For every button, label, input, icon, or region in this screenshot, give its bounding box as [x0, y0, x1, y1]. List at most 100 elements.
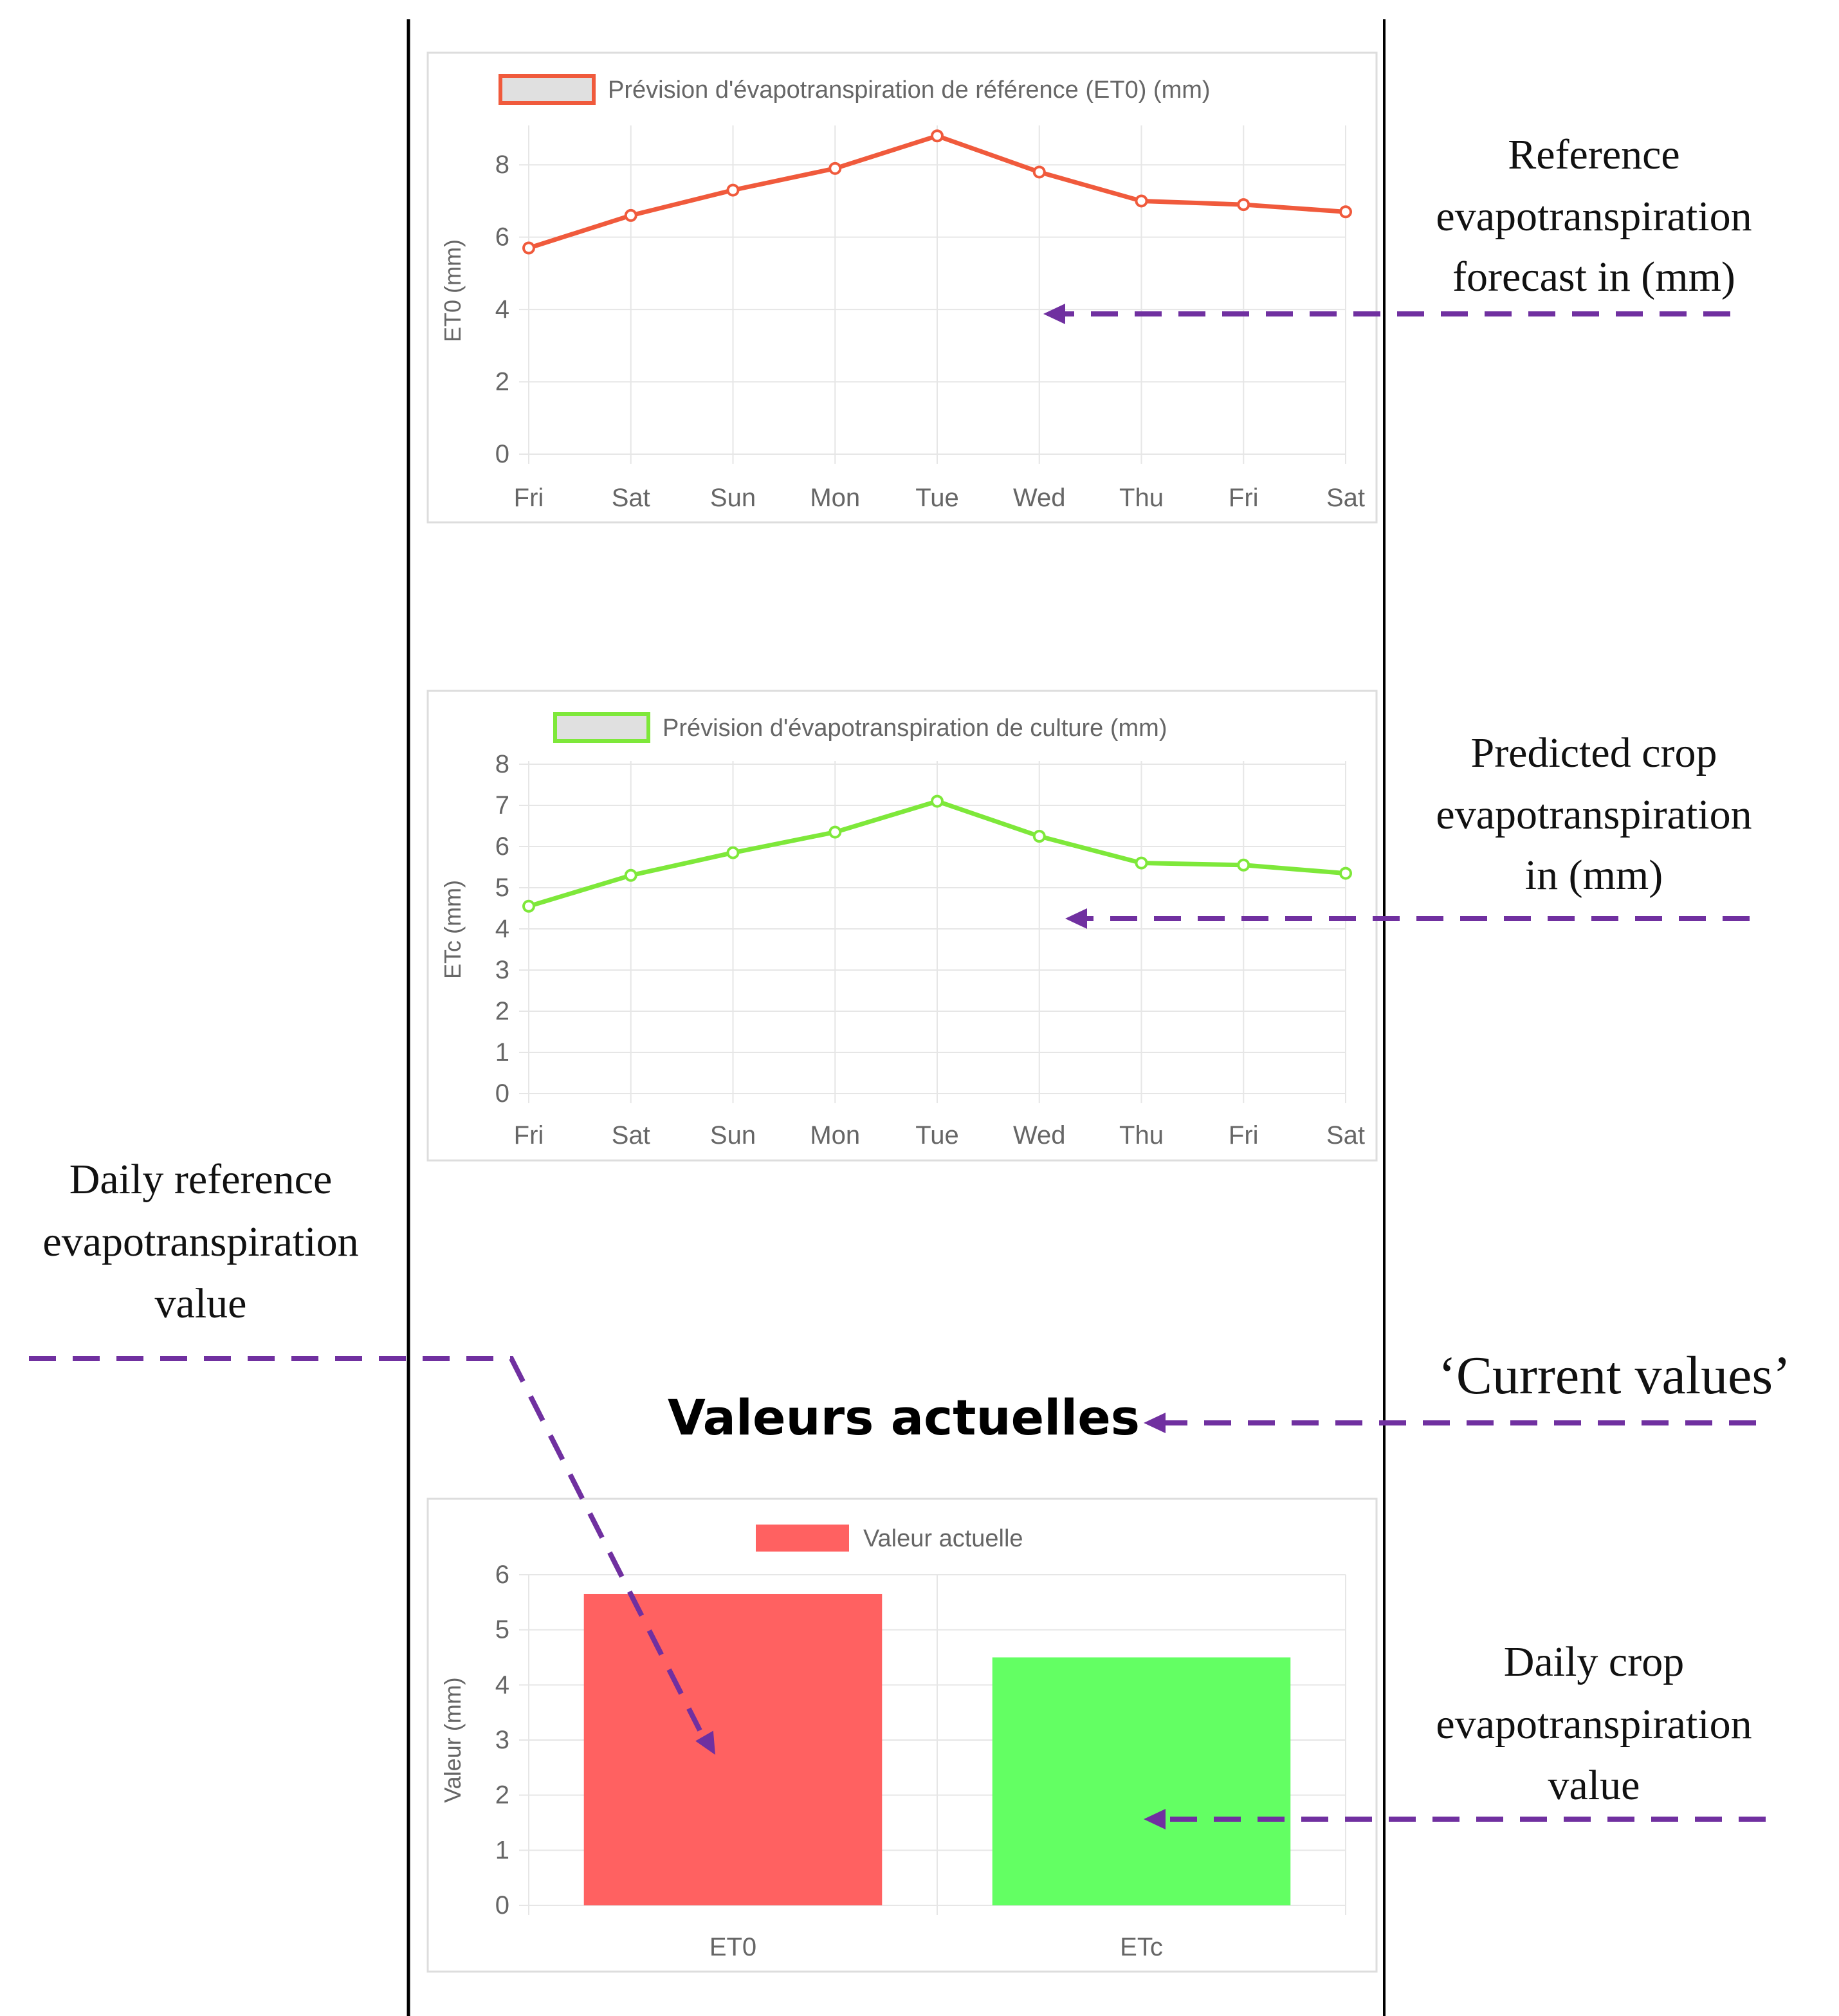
data-series	[522, 794, 1352, 913]
y-tick-label: 6	[495, 1561, 509, 1589]
y-tick-label: 0	[495, 440, 509, 468]
annotation-line: evapotranspiration	[1436, 1701, 1752, 1748]
arrow-head	[1144, 1413, 1166, 1433]
x-tick-label: Thu	[1119, 1121, 1164, 1150]
data-point	[1237, 198, 1250, 212]
arrow-head	[1043, 304, 1065, 324]
arrow-line	[29, 1356, 702, 1732]
y-axis-label: ETc (mm)	[439, 880, 466, 979]
x-tick-label: Sat	[612, 484, 650, 512]
legend[interactable]: Valeur actuelle	[756, 1525, 1023, 1552]
x-tick-label: Sat	[1326, 484, 1365, 512]
y-tick-label: 5	[495, 1616, 509, 1644]
x-tick-label: Mon	[810, 1121, 860, 1150]
data-point	[931, 129, 944, 143]
x-tick-labels: Fri Sat Sun Mon Tue Wed Thu Fri Sat	[514, 1121, 1365, 1150]
legend-label: Prévision d'évapotranspiration de cultur…	[663, 715, 1167, 742]
legend[interactable]: Prévision d'évapotranspiration de référe…	[499, 74, 1211, 105]
annotation-line: value	[155, 1280, 247, 1327]
annotation-daily-ref: Daily reference evapotranspiration value	[42, 1156, 358, 1327]
x-tick-label: Tue	[915, 484, 958, 512]
legend[interactable]: Prévision d'évapotranspiration de cultur…	[553, 712, 1167, 743]
annotation-line: value	[1548, 1762, 1640, 1809]
data-point	[726, 183, 740, 197]
data-point	[828, 161, 842, 175]
annotation-ref-forecast: Reference evapotranspiration forecast in…	[1436, 131, 1752, 300]
grid	[519, 761, 1346, 1103]
grid	[519, 125, 1346, 464]
x-tick-label: Wed	[1013, 484, 1066, 512]
annotation-current-values: ‘Current values’	[1438, 1346, 1791, 1406]
annotation-line: in (mm)	[1525, 852, 1663, 899]
annotation-line: Daily crop	[1504, 1638, 1684, 1685]
data-point	[1135, 194, 1148, 208]
annotation-crop-forecast: Predicted crop evapotranspiration in (mm…	[1436, 729, 1752, 899]
section-title: Valeurs actuelles	[668, 1389, 1140, 1446]
data-point	[1135, 856, 1148, 870]
y-tick-label: 2	[495, 1781, 509, 1810]
annotation-line: evapotranspiration	[1436, 791, 1752, 838]
annotation-line: evapotranspiration	[1436, 193, 1752, 240]
y-tick-label: 1	[495, 1836, 509, 1864]
y-tick-label: 1	[495, 1038, 509, 1067]
y-tick-label: 8	[495, 151, 509, 179]
arrow-head	[695, 1730, 715, 1755]
legend-label: Prévision d'évapotranspiration de référe…	[608, 77, 1211, 104]
y-tick-label: 7	[495, 791, 509, 820]
y-tick-label: 5	[495, 874, 509, 902]
et0-forecast-chart: Prévision d'évapotranspiration de référe…	[426, 51, 1378, 524]
y-axis-label: Valeur (mm)	[439, 1677, 466, 1802]
data-point	[522, 241, 535, 255]
annotation-line: Reference	[1508, 131, 1679, 178]
annotation-line: Daily reference	[69, 1156, 333, 1203]
y-tick-label: 0	[495, 1891, 509, 1920]
bar-etc	[992, 1657, 1291, 1905]
data-point	[1339, 205, 1352, 219]
chart-card	[426, 690, 1378, 1162]
x-tick-label: Fri	[1229, 484, 1259, 512]
y-tick-label: 8	[495, 750, 509, 778]
x-tick-label: Thu	[1119, 484, 1164, 512]
data-point	[1237, 858, 1250, 872]
x-tick-label: Tue	[915, 1121, 958, 1150]
annotation-daily-crop: Daily crop evapotranspiration value	[1436, 1638, 1752, 1809]
x-tick-label: Wed	[1013, 1121, 1066, 1150]
x-tick-label: ETc	[1120, 1933, 1163, 1961]
data-point	[1339, 866, 1352, 880]
data-point	[931, 794, 944, 808]
y-tick-labels: 0 1 2 3 4 5 6 7 8	[495, 750, 509, 1108]
annotation-arrows	[29, 304, 1766, 1829]
y-tick-labels: 0 1 2 3 4 5 6	[495, 1561, 509, 1920]
data-point	[1032, 165, 1046, 179]
x-tick-labels: ET0 ETc	[709, 1933, 1163, 1961]
x-tick-label: Fri	[1229, 1121, 1259, 1150]
x-tick-label: Mon	[810, 484, 860, 512]
data-point	[624, 208, 637, 222]
legend-label: Valeur actuelle	[863, 1525, 1023, 1552]
x-tick-label: Sun	[710, 1121, 756, 1150]
data-series	[522, 129, 1352, 255]
bars	[583, 1593, 1291, 1905]
x-tick-label: ET0	[709, 1933, 756, 1961]
x-tick-label: Sat	[1326, 1121, 1365, 1150]
y-tick-labels: 0 2 4 6 8	[495, 151, 509, 468]
y-axis-label: ET0 (mm)	[439, 239, 466, 342]
x-tick-label: Sat	[612, 1121, 650, 1150]
y-tick-label: 4	[495, 1671, 509, 1699]
x-tick-label: Sun	[710, 484, 756, 512]
annotation-line: evapotranspiration	[42, 1218, 358, 1265]
arrow-head	[1065, 908, 1087, 929]
y-tick-label: 3	[495, 956, 509, 984]
chart-card	[426, 51, 1378, 524]
y-tick-label: 4	[495, 295, 509, 324]
y-tick-label: 2	[495, 368, 509, 396]
x-tick-label: Fri	[514, 1121, 544, 1150]
y-tick-label: 3	[495, 1726, 509, 1754]
x-tick-label: Fri	[514, 484, 544, 512]
x-tick-labels: Fri Sat Sun Mon Tue Wed Thu Fri Sat	[514, 484, 1365, 512]
etc-forecast-chart: Prévision d'évapotranspiration de cultur…	[426, 690, 1378, 1162]
y-tick-label: 6	[495, 223, 509, 252]
legend-swatch	[499, 74, 596, 105]
